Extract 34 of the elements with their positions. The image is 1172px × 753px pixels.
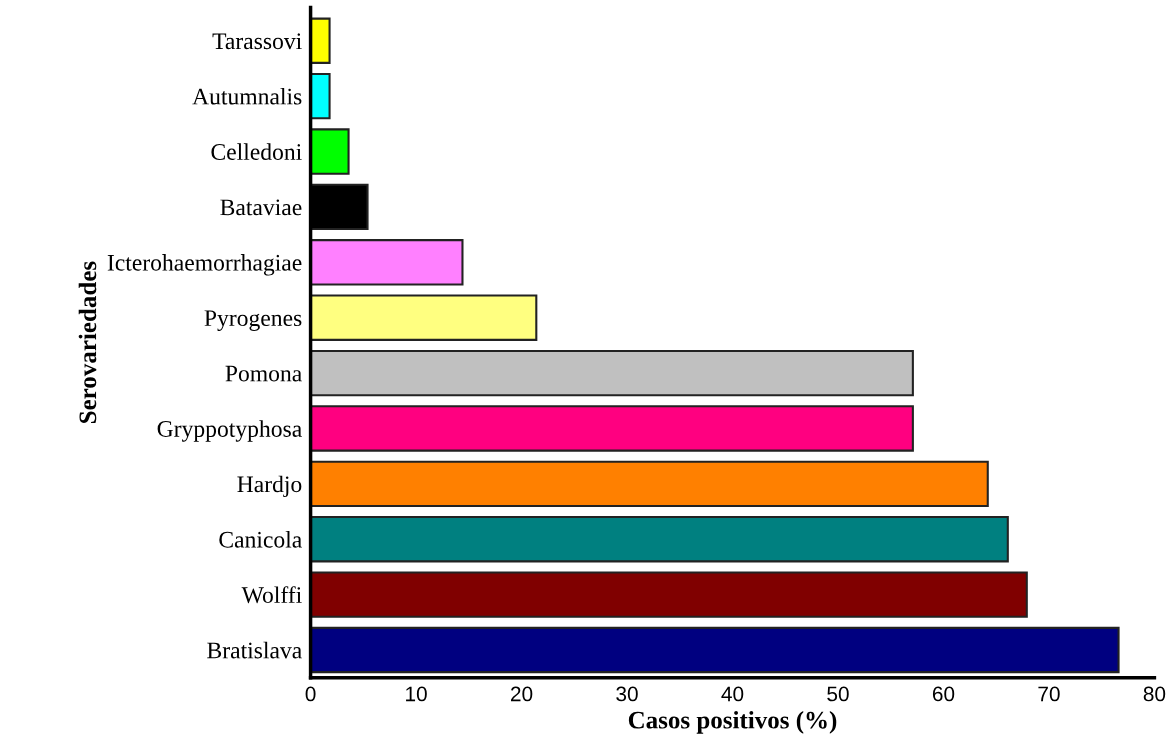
bar bbox=[310, 72, 331, 120]
x-tick-label: 80 bbox=[1143, 686, 1166, 702]
bar bbox=[310, 460, 989, 508]
bar bbox=[310, 626, 1120, 674]
x-tick-label: 70 bbox=[1038, 686, 1060, 702]
bar bbox=[310, 239, 464, 286]
bar bbox=[310, 405, 914, 452]
y-tick-label: Pyrogenes bbox=[204, 310, 302, 331]
y-axis-title: Serovariedades bbox=[78, 261, 97, 423]
x-tick-label: 30 bbox=[616, 686, 638, 702]
y-tick-label: Gryppotyphosa bbox=[157, 420, 302, 442]
y-tick-label: Hardjo bbox=[237, 475, 302, 498]
y-tick-label: Autumnalis bbox=[192, 87, 302, 105]
x-tick-label: 40 bbox=[721, 686, 744, 702]
y-tick-label: Bataviae bbox=[220, 199, 302, 216]
bar bbox=[310, 516, 1009, 563]
y-tick-label: Bratislava bbox=[207, 641, 302, 659]
y-tick-label: Wolffi bbox=[241, 586, 302, 604]
y-tick-label: Canicola bbox=[219, 531, 302, 548]
y-tick-label: Pomona bbox=[225, 365, 302, 382]
x-tick-label: 20 bbox=[511, 686, 533, 702]
y-tick-label: Icterohaemorrhagiae bbox=[107, 254, 302, 276]
bar bbox=[310, 17, 331, 64]
y-tick-label: Tarassovi bbox=[212, 33, 302, 50]
bar bbox=[310, 571, 1028, 618]
x-tick-label: 60 bbox=[932, 686, 955, 702]
bar bbox=[310, 294, 538, 341]
x-tick-label: 50 bbox=[827, 686, 849, 702]
x-axis-title: Casos positivos (%) bbox=[628, 711, 837, 734]
x-tick-label: 0 bbox=[305, 686, 316, 702]
x-tick-label: 10 bbox=[406, 686, 427, 702]
y-tick-label: Celledoni bbox=[211, 143, 302, 160]
bar bbox=[310, 349, 914, 397]
bar bbox=[310, 128, 350, 175]
